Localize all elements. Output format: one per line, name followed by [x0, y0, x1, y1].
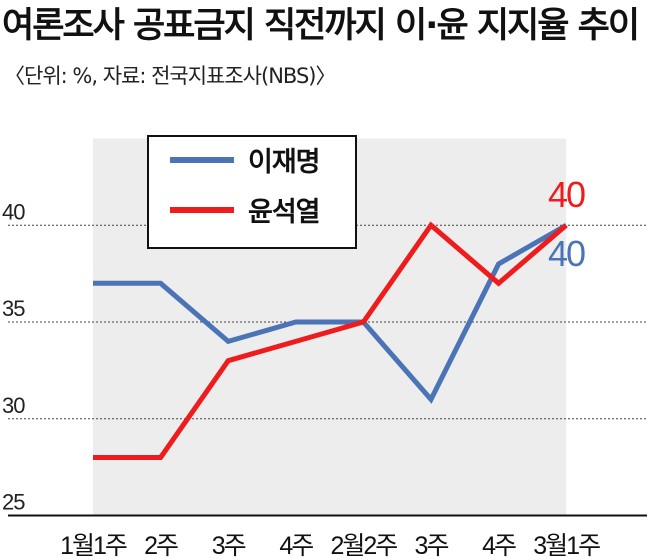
end-label-yoon: 40: [548, 174, 585, 215]
series-line-lee: [93, 223, 568, 404]
x-tick-label: 3주: [212, 532, 246, 560]
x-tick-label: 1월1주: [60, 532, 127, 560]
y-tick-label: 25: [2, 490, 25, 515]
y-tick-label: 30: [2, 393, 25, 418]
end-label-lee: 40: [548, 233, 585, 274]
x-tick-label: 2주: [144, 532, 178, 560]
chart-subtitle: 〈단위: %, 자료: 전국지표조사(NBS)〉: [4, 64, 336, 88]
series-line-yoon: [93, 221, 568, 460]
legend-label-yoon: 윤석열: [248, 197, 320, 228]
x-tick-label: 4주: [482, 532, 516, 560]
x-tick-label: 2월2주: [330, 532, 397, 560]
y-tick-label: 35: [2, 296, 25, 321]
x-tick-label: 4주: [279, 532, 313, 560]
legend-label-lee: 이재명: [248, 147, 320, 178]
x-tick-label: 3주: [415, 532, 449, 560]
chart-title: 여론조사 공표금지 직전까지 이·윤 지지율 추이: [2, 6, 640, 46]
x-tick-label: 3월1주: [533, 532, 600, 560]
y-tick-label: 40: [2, 199, 25, 224]
legend-box: [147, 135, 357, 249]
